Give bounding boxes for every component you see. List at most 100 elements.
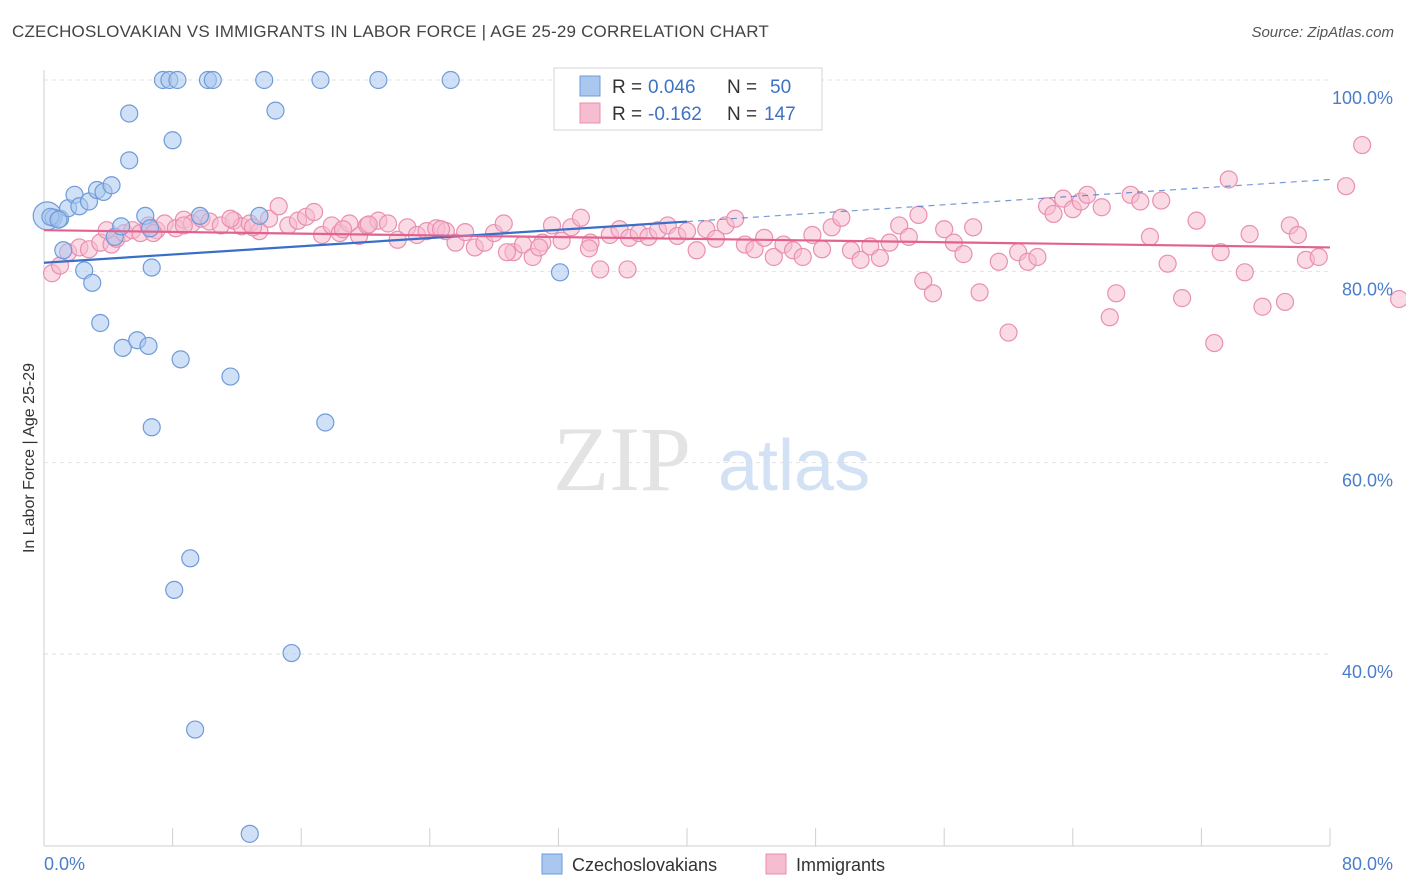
legend-n-value-1: 50 xyxy=(770,77,791,98)
x-tick-label-min: 0.0% xyxy=(44,854,85,874)
immigrants-trend-line xyxy=(43,229,1331,249)
immigrants-point xyxy=(456,223,475,242)
czechoslovakians-point xyxy=(266,101,285,120)
immigrants-point xyxy=(579,239,599,258)
y-tick-labels: 40.0% 60.0% 80.0% 100.0% xyxy=(1332,88,1393,682)
immigrants-point xyxy=(221,209,240,228)
immigrants-point xyxy=(1253,297,1272,316)
y-tick-label: 100.0% xyxy=(1332,88,1393,108)
legend-immigrants-swatch xyxy=(765,853,787,875)
czechoslovakians-point xyxy=(171,350,190,369)
immigrants-point xyxy=(1219,170,1238,189)
czechoslovakians-point xyxy=(120,151,139,170)
czechoslovakians-point xyxy=(49,210,68,229)
immigrants-point xyxy=(1187,211,1206,230)
axes xyxy=(43,70,1331,847)
legend-r-value-2: -0.162 xyxy=(648,104,702,125)
czechoslovakians-point xyxy=(165,580,184,600)
immigrants-point xyxy=(497,243,517,262)
immigrants-point xyxy=(812,240,832,259)
grid-lines xyxy=(44,79,1330,655)
czechoslovakians-point xyxy=(168,70,187,90)
immigrants-point xyxy=(964,218,983,237)
immigrants-point xyxy=(851,250,870,269)
immigrants-point xyxy=(1211,243,1230,262)
czechoslovakians-point xyxy=(311,70,330,90)
czechoslovakians-point xyxy=(140,219,160,238)
immigrants-point xyxy=(1235,263,1254,282)
immigrants-point xyxy=(1288,225,1307,245)
immigrants-point xyxy=(269,197,288,216)
immigrants-point xyxy=(359,215,378,234)
y-axis-label: In Labor Force | Age 25-29 xyxy=(21,363,38,553)
immigrants-point xyxy=(677,222,697,241)
immigrants-point xyxy=(1152,191,1171,210)
czechoslovakians-point xyxy=(83,273,102,292)
czechoslovakians-point xyxy=(282,643,301,663)
correlation-legend: R = 0.046 N = 50 R = -0.162 N = 147 xyxy=(553,67,823,131)
immigrants-point xyxy=(1205,333,1224,353)
trend-lines xyxy=(43,178,1331,264)
legend-immigrants-label: Immigrants xyxy=(796,855,885,875)
x-tick-labels: 0.0% 80.0% xyxy=(44,854,1393,874)
y-tick-label: 40.0% xyxy=(1342,662,1393,682)
czechoslovakians-point xyxy=(203,70,222,90)
legend-r-label-2: R = xyxy=(612,104,642,125)
immigrants-points xyxy=(42,135,1406,353)
series-legend: Czechoslovakians Immigrants xyxy=(541,853,885,875)
immigrants-point xyxy=(1390,289,1406,309)
czechoslovakians-point xyxy=(316,413,335,432)
czechoslovakians-point xyxy=(369,70,388,90)
immigrants-point xyxy=(999,323,1018,342)
czechoslovakians-trend-line xyxy=(43,220,688,264)
legend-swatch-pink xyxy=(579,102,601,124)
immigrants-point xyxy=(618,260,637,279)
immigrants-point xyxy=(1140,227,1160,246)
czechoslovakians-point xyxy=(181,549,200,568)
czechoslovakians-point xyxy=(240,824,259,843)
legend-r-value-1: 0.046 xyxy=(648,77,696,98)
czechoslovakians-point xyxy=(91,313,110,333)
czechoslovakians-point xyxy=(139,336,158,356)
immigrants-point xyxy=(1044,204,1063,224)
watermark-atlas: atlas xyxy=(718,426,870,506)
immigrants-point xyxy=(1240,224,1259,244)
immigrants-point xyxy=(1100,308,1119,327)
czechoslovakians-points xyxy=(32,70,629,843)
immigrants-point xyxy=(687,241,706,260)
immigrants-point xyxy=(793,247,812,267)
immigrants-point xyxy=(914,271,933,290)
immigrants-point xyxy=(1107,284,1126,303)
legend-r-label-1: R = xyxy=(612,77,642,98)
immigrants-point xyxy=(378,214,398,233)
immigrants-point xyxy=(1353,135,1372,155)
immigrants-point xyxy=(755,228,774,247)
immigrants-point xyxy=(530,238,549,257)
immigrants-point xyxy=(571,208,591,227)
immigrants-point xyxy=(1275,292,1295,312)
watermark: ZIP atlas xyxy=(553,408,870,510)
immigrants-point xyxy=(923,284,943,303)
source-credit: Source: ZipAtlas.com xyxy=(1251,24,1394,41)
immigrants-point xyxy=(970,283,989,302)
czechoslovakians-trend-extension xyxy=(686,178,1331,223)
legend-n-label-1: N = xyxy=(727,77,757,98)
immigrants-point xyxy=(1173,289,1192,308)
immigrants-point xyxy=(174,216,193,235)
immigrants-point xyxy=(1158,254,1177,273)
czechoslovakians-point xyxy=(441,70,460,90)
immigrants-point xyxy=(935,220,954,239)
watermark-zip: ZIP xyxy=(553,408,691,510)
czechoslovakians-point xyxy=(142,418,161,437)
czechoslovakians-point xyxy=(120,104,139,123)
chart-title: CZECHOSLOVAKIAN VS IMMIGRANTS IN LABOR F… xyxy=(12,22,769,41)
czechoslovakians-point xyxy=(163,131,182,150)
immigrants-point xyxy=(909,205,928,224)
legend-czechoslovakians-label: Czechoslovakians xyxy=(572,855,717,875)
immigrants-point xyxy=(954,245,973,264)
legend-n-value-2: 147 xyxy=(764,104,796,125)
czechoslovakians-point xyxy=(250,206,269,225)
x-tick-label-max: 80.0% xyxy=(1342,854,1393,874)
immigrants-point xyxy=(304,202,324,222)
